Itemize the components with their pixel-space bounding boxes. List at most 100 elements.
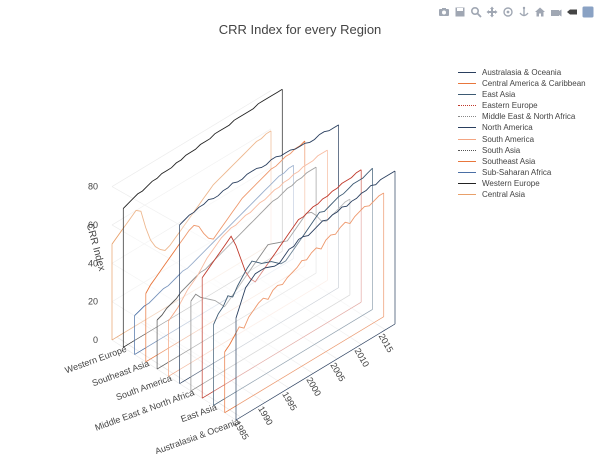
- series-fill-6: [168, 150, 328, 377]
- series-baseline: [190, 294, 351, 392]
- grid-line: [111, 224, 237, 298]
- legend-item[interactable]: East Asia: [458, 89, 598, 100]
- series-line-1: [224, 192, 384, 353]
- legend-swatch: [458, 160, 476, 162]
- grid-line: [140, 322, 266, 403]
- series-fill-11: [112, 130, 271, 340]
- series-line-5: [179, 124, 339, 226]
- turntable-icon[interactable]: [517, 6, 530, 19]
- hover-icon[interactable]: [565, 6, 578, 19]
- region-tick-label: Middle East & North Africa: [93, 387, 195, 432]
- legend-swatch: [458, 194, 476, 196]
- series-baseline: [213, 309, 373, 406]
- series-line-11: [111, 130, 272, 251]
- series-baseline: [111, 243, 272, 341]
- grid-line: [188, 293, 314, 374]
- legend-swatch: [458, 94, 476, 96]
- series-fill-0: [236, 171, 395, 420]
- series-fill-1: [224, 193, 384, 413]
- series-baseline: [145, 265, 305, 363]
- grid-line: [212, 278, 338, 360]
- series-baseline: [235, 323, 396, 421]
- z-tick-label: 60: [88, 220, 98, 230]
- home-icon[interactable]: [533, 6, 546, 19]
- series-fill-7: [157, 167, 317, 370]
- camera-reset-icon[interactable]: [549, 6, 562, 19]
- legend-item[interactable]: Central Asia: [458, 189, 598, 200]
- series-line-10: [122, 88, 283, 209]
- series-baseline: [156, 272, 317, 370]
- z-tick-label: 0: [93, 335, 98, 345]
- region-tick-label: East Asia: [179, 402, 218, 424]
- save-icon[interactable]: [453, 6, 466, 19]
- legend-item[interactable]: Western Europe: [458, 178, 598, 189]
- x-tick-label: 2010: [353, 346, 372, 368]
- zoom-icon[interactable]: [469, 6, 482, 19]
- grid-line: [111, 339, 237, 421]
- legend-swatch: [458, 149, 476, 151]
- camera-icon[interactable]: [437, 6, 450, 19]
- legend-item[interactable]: South America: [458, 134, 598, 145]
- legend-item[interactable]: South Asia: [458, 145, 598, 156]
- series-fill-5: [179, 124, 339, 384]
- series-fill-10: [123, 89, 283, 348]
- grid-line: [111, 301, 237, 380]
- legend-item[interactable]: Eastern Europe: [458, 100, 598, 111]
- legend-swatch: [458, 83, 476, 85]
- z-tick-label: 20: [88, 297, 98, 307]
- grid-line: [116, 336, 242, 418]
- legend-item[interactable]: Middle East & North Africa: [458, 111, 598, 122]
- legend-swatch: [458, 171, 476, 173]
- x-tick-label: 2005: [328, 361, 347, 383]
- x-tick-label: 2000: [304, 375, 323, 397]
- x-tick-label: 2015: [377, 332, 396, 354]
- grid-line: [111, 90, 272, 187]
- series-baseline: [224, 316, 384, 414]
- legend-swatch: [458, 127, 476, 129]
- legend-item[interactable]: North America: [458, 122, 598, 133]
- legend-swatch: [458, 72, 476, 73]
- legend-label: Southeast Asia: [482, 156, 536, 166]
- legend-item[interactable]: Australasia & Oceania: [458, 67, 598, 78]
- grid-line: [111, 205, 272, 302]
- series-line-7: [156, 166, 317, 321]
- legend-label: Western Europe: [482, 178, 540, 188]
- legend-swatch: [458, 116, 476, 118]
- pan-icon[interactable]: [485, 6, 498, 19]
- grid-line: [111, 128, 272, 226]
- series-line-2: [213, 167, 373, 325]
- z-tick-label: 80: [88, 182, 98, 192]
- legend-label: Central Asia: [482, 190, 526, 200]
- legend-item[interactable]: Sub-Saharan Africa: [458, 167, 598, 178]
- series-line-8: [145, 140, 306, 294]
- series-baseline: [168, 280, 328, 377]
- series-baseline: [134, 258, 294, 355]
- series-fill-2: [213, 168, 373, 406]
- series-baseline: [123, 250, 283, 348]
- legend: Australasia & Oceania Central America & C…: [458, 67, 598, 200]
- orbit-icon[interactable]: [501, 6, 514, 19]
- series-line-9: [134, 165, 294, 317]
- plotly-logo-icon[interactable]: [581, 6, 594, 19]
- series-baseline: [202, 301, 362, 399]
- z-tick-label: 40: [88, 258, 98, 268]
- legend-item[interactable]: Southeast Asia: [458, 156, 598, 167]
- legend-swatch: [458, 105, 476, 107]
- legend-label: Middle East & North Africa: [482, 112, 576, 122]
- chart-title: CRR Index for every Region: [218, 22, 382, 37]
- legend-swatch: [458, 182, 476, 184]
- series-line-6: [168, 149, 328, 322]
- grid-line: [111, 186, 237, 258]
- legend-item[interactable]: Central America & Caribbean: [458, 78, 598, 89]
- legend-label: South America: [482, 134, 535, 144]
- x-tick-label: 1995: [280, 390, 299, 412]
- legend-label: Central America & Caribbean: [482, 79, 586, 89]
- legend-swatch: [458, 138, 476, 140]
- series-group: [111, 88, 396, 421]
- legend-label: East Asia: [482, 90, 516, 100]
- series-fill-8: [145, 141, 305, 362]
- series-fill-3: [202, 169, 362, 399]
- series-line-3: [201, 169, 362, 283]
